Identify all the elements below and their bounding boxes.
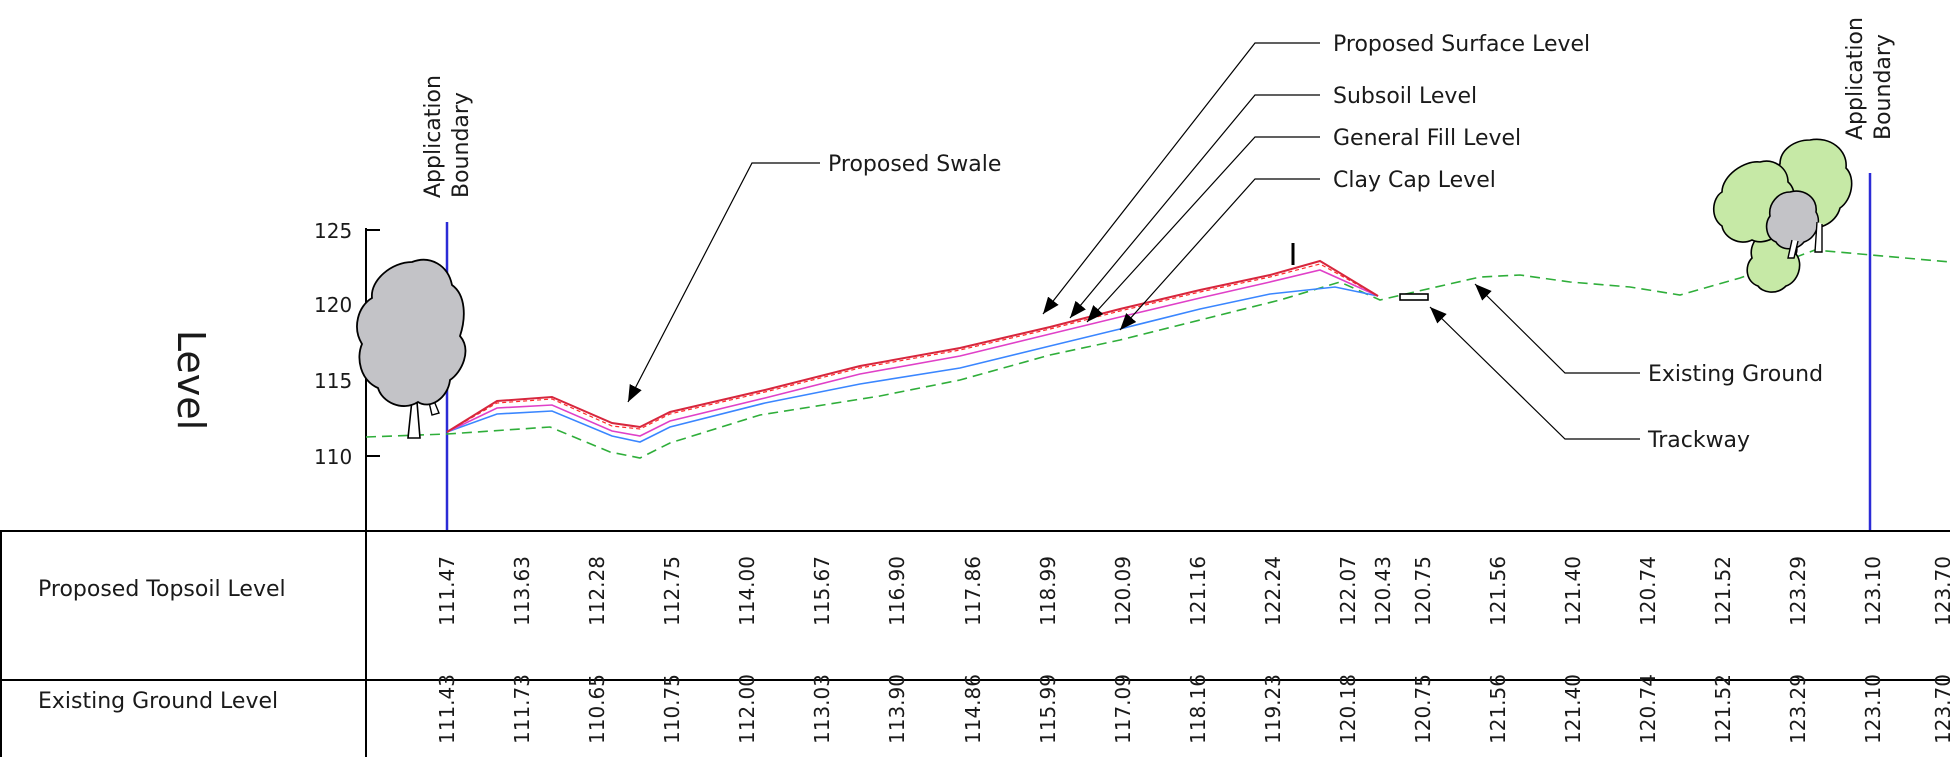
label-trackway: Trackway xyxy=(1647,428,1750,453)
existing-ground-value: 114.86 xyxy=(961,674,985,744)
existing-ground-value: 112.00 xyxy=(735,674,759,744)
existing-ground-line xyxy=(365,249,1950,459)
proposed-topsoil-value: 123.70 xyxy=(1931,556,1950,626)
clay-cap-line xyxy=(446,286,1379,443)
existing-ground-value: 120.75 xyxy=(1411,674,1435,744)
y-tick-label: 110 xyxy=(314,445,352,469)
proposed-topsoil-value: 120.43 xyxy=(1371,556,1395,626)
proposed-topsoil-value: 121.16 xyxy=(1186,556,1210,626)
table-row-label-existing-ground: Existing Ground Level xyxy=(38,689,278,714)
proposed-topsoil-value: 118.99 xyxy=(1036,556,1060,626)
y-tick-label: 120 xyxy=(314,293,352,317)
existing-ground-value: 117.09 xyxy=(1111,674,1135,744)
level-axis: 125 120 115 110 Level xyxy=(169,219,380,530)
table-row-label-proposed-topsoil: Proposed Topsoil Level xyxy=(38,577,286,602)
existing-ground-value: 121.56 xyxy=(1486,674,1510,744)
existing-ground-value: 111.73 xyxy=(510,674,534,744)
tree-group-right-icon xyxy=(1712,138,1853,293)
proposed-topsoil-value: 114.00 xyxy=(735,556,759,626)
subsoil-line xyxy=(446,269,1379,437)
label-proposed-surface-level: Proposed Surface Level xyxy=(1333,32,1590,57)
boundary-label-line2: Boundary xyxy=(1871,34,1896,140)
existing-ground-value: 123.29 xyxy=(1786,674,1810,744)
proposed-topsoil-value: 123.10 xyxy=(1861,556,1885,626)
section-profile-lines xyxy=(365,243,1950,459)
existing-ground-value: 120.74 xyxy=(1636,674,1660,744)
proposed-topsoil-value: 113.63 xyxy=(510,556,534,626)
label-subsoil-level: Subsoil Level xyxy=(1333,84,1477,109)
y-tick-label: 115 xyxy=(314,369,352,393)
existing-ground-value: 110.75 xyxy=(660,674,684,744)
axis-label: Level xyxy=(169,330,213,430)
annotation-leaders xyxy=(627,42,1640,440)
trackway-marker xyxy=(1399,293,1429,301)
existing-ground-values: 111.43 111.73 110.65 110.75 112.00 113.03 113.… xyxy=(435,674,1950,744)
proposed-topsoil-value: 121.52 xyxy=(1711,556,1735,626)
general-fill-line xyxy=(446,263,1379,433)
proposed-topsoil-value: 112.28 xyxy=(585,556,609,626)
proposed-topsoil-value: 120.74 xyxy=(1636,556,1660,626)
existing-ground-value: 121.40 xyxy=(1561,674,1585,744)
y-tick-label: 125 xyxy=(314,219,352,243)
existing-ground-value: 115.99 xyxy=(1036,674,1060,744)
tree-left-icon xyxy=(356,258,467,439)
proposed-topsoil-value: 123.29 xyxy=(1786,556,1810,626)
proposed-topsoil-value: 115.67 xyxy=(810,556,834,626)
existing-ground-value: 113.03 xyxy=(810,674,834,744)
proposed-topsoil-value: 122.24 xyxy=(1261,556,1285,626)
label-proposed-swale: Proposed Swale xyxy=(828,152,1001,177)
proposed-topsoil-value: 120.75 xyxy=(1411,556,1435,626)
proposed-topsoil-value: 121.40 xyxy=(1561,556,1585,626)
proposed-topsoil-values: 111.47 113.63 112.28 112.75 114.00 115.67 116.… xyxy=(435,556,1950,626)
label-general-fill-level: General Fill Level xyxy=(1333,126,1521,151)
existing-ground-value: 113.90 xyxy=(885,674,909,744)
existing-ground-value: 123.70 xyxy=(1931,674,1950,744)
boundary-label-line1: Application xyxy=(421,75,446,198)
label-clay-cap-level: Clay Cap Level xyxy=(1333,168,1496,193)
existing-ground-value: 119.23 xyxy=(1261,674,1285,744)
proposed-topsoil-value: 116.90 xyxy=(885,556,909,626)
existing-ground-value: 121.52 xyxy=(1711,674,1735,744)
level-table: Proposed Topsoil Level Existing Ground L… xyxy=(0,530,1950,757)
proposed-topsoil-value: 112.75 xyxy=(660,556,684,626)
existing-ground-value: 120.18 xyxy=(1336,674,1360,744)
existing-ground-value: 111.43 xyxy=(435,674,459,744)
existing-ground-value: 123.10 xyxy=(1861,674,1885,744)
application-boundary-right: Application Boundary xyxy=(1843,17,1896,530)
boundary-label-line2: Boundary xyxy=(449,92,474,198)
proposed-topsoil-value: 117.86 xyxy=(961,556,985,626)
label-existing-ground: Existing Ground xyxy=(1648,362,1823,387)
proposed-topsoil-value: 120.09 xyxy=(1111,556,1135,626)
proposed-topsoil-value: 111.47 xyxy=(435,556,459,626)
proposed-surface-line xyxy=(446,259,1379,433)
boundary-label-line1: Application xyxy=(1843,17,1868,140)
proposed-topsoil-value: 121.56 xyxy=(1486,556,1510,626)
existing-ground-value: 110.65 xyxy=(585,674,609,744)
proposed-topsoil-value: 122.07 xyxy=(1336,556,1360,626)
existing-ground-value: 118.16 xyxy=(1186,674,1210,744)
